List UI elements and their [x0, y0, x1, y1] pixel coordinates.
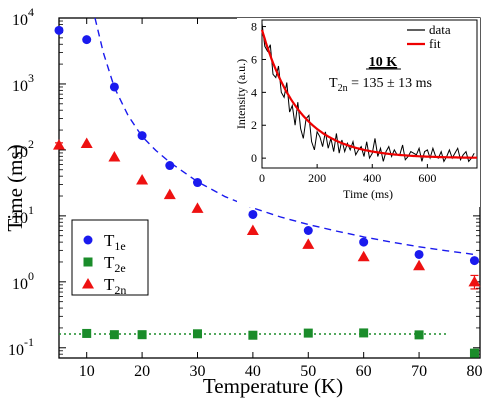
inset-x-tick-label: 400	[363, 171, 381, 185]
point-T2n	[191, 202, 204, 213]
inset-y-tick-label: 2	[251, 118, 257, 132]
point-T2e	[469, 348, 479, 358]
point-T2n	[357, 250, 370, 262]
point-T2e	[192, 329, 202, 339]
y-tick-label: 101	[12, 203, 34, 227]
y-tick-label: 100	[12, 269, 34, 293]
y-tick-label: 10-1	[8, 335, 34, 359]
point-T1e	[165, 161, 175, 171]
inset-y-axis-title: Intensity (a.u.)	[234, 59, 248, 129]
point-T2n	[302, 238, 315, 249]
point-T2n	[163, 188, 176, 200]
point-T2e	[359, 328, 369, 338]
point-T1e	[137, 131, 147, 141]
inset-x-tick-label: 200	[308, 171, 326, 185]
inset-background	[237, 18, 480, 207]
x-tick-label: 10	[79, 363, 95, 380]
point-T2e	[303, 328, 313, 338]
inset-annotation-equation: T2n = 135 ± 13 ms	[329, 76, 432, 94]
point-T1e	[303, 226, 313, 236]
inset-lines	[260, 23, 477, 163]
x-tick-label: 40	[245, 363, 261, 380]
point-T1e	[469, 256, 479, 266]
legend-label-T1e: T1e	[104, 231, 126, 253]
legend-label-T2e: T2e	[104, 253, 126, 275]
point-T1e	[359, 237, 369, 247]
inset-fit-line	[260, 29, 477, 159]
x-tick-label: 60	[356, 363, 372, 380]
point-T1e	[109, 82, 119, 92]
inset-y-tick-label: 0	[251, 151, 257, 165]
x-tick-label: 20	[134, 363, 150, 380]
inset: 0 200 400 600 0 2 4 6 8 Time (ms) Intensity (a.u…	[234, 18, 480, 207]
x-tick-label: 30	[189, 363, 205, 380]
point-T2n	[246, 224, 259, 236]
inset-y-tick-label: 6	[251, 52, 257, 66]
inset-x-tick-label: 0	[259, 171, 265, 185]
point-T1e	[192, 178, 202, 188]
legend-marker-T2n	[82, 278, 94, 289]
point-T2e	[82, 328, 92, 338]
inset-annotation-title: 10 K	[369, 55, 398, 70]
point-T2e	[248, 330, 258, 340]
point-T1e	[82, 35, 92, 45]
inset-y-tick-label: 8	[251, 20, 257, 34]
point-T2n	[80, 137, 93, 149]
y-tick-label: 102	[12, 137, 34, 161]
eq-rest: = 135 ± 13 ms	[348, 76, 432, 91]
x-tick-label: 70	[411, 363, 427, 380]
point-T1e	[414, 249, 424, 259]
point-T2e	[109, 330, 119, 340]
x-tick-label: 50	[300, 363, 316, 380]
y-tick-label: 104	[12, 5, 34, 29]
inset-axes: 0 200 400 600 0 2 4 6 8	[251, 20, 436, 185]
eq-sub: 2n	[338, 83, 348, 94]
point-T2n	[413, 259, 426, 271]
point-T2e	[137, 330, 147, 340]
inset-legend-data-label: data	[429, 22, 451, 37]
y-axis-title: Time (ms)	[3, 144, 27, 231]
point-T2n	[136, 173, 149, 185]
inset-x-tick-label: 600	[418, 171, 436, 185]
y-tick-label: 103	[12, 71, 34, 95]
point-T2n	[53, 139, 65, 150]
inset-x-axis-title: Time (ms)	[343, 187, 393, 201]
main-data-points	[53, 25, 481, 358]
x-tick-label: 80	[466, 363, 482, 380]
point-T1e	[248, 209, 258, 219]
point-T2e	[414, 330, 424, 340]
inset-legend-fit-label: fit	[429, 36, 441, 51]
point-T2n	[108, 151, 121, 162]
eq-main: T	[329, 76, 338, 91]
x-axis-title: Temperature (K)	[203, 374, 343, 398]
legend-marker-T1e	[83, 235, 93, 245]
point-T2n	[468, 275, 481, 287]
point-T1e	[54, 25, 64, 35]
inset-legend: data fit	[407, 22, 451, 51]
legend-marker-T2e	[83, 257, 93, 267]
inset-plot-frame	[261, 19, 478, 169]
inset-y-tick-label: 4	[251, 85, 257, 99]
legend-label-T2n: T2n	[104, 275, 126, 297]
